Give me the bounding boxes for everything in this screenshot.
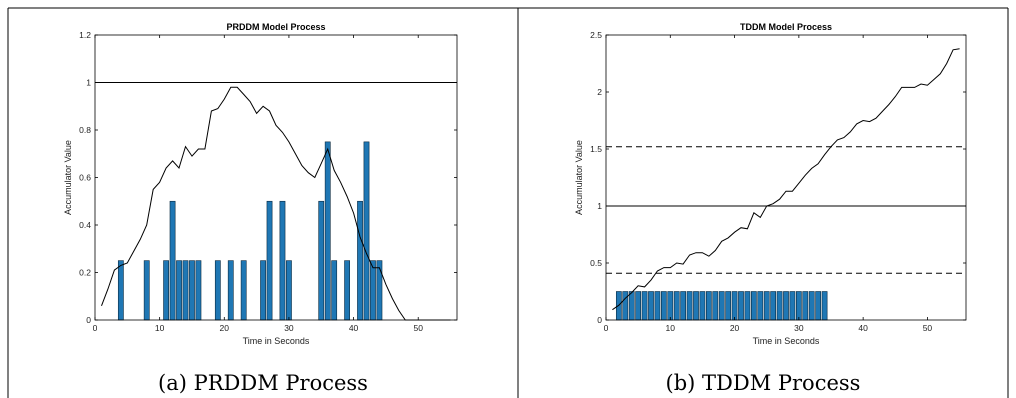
bar-13	[699, 291, 706, 321]
bar-32	[821, 291, 828, 321]
bar-22	[757, 291, 764, 321]
bar-25	[776, 291, 783, 321]
x-tick-label-3: 30	[794, 323, 804, 333]
caption-a: (a) PRDDM Process	[158, 371, 368, 395]
bar-12	[693, 291, 699, 321]
chart-title: PRDDM Model Process	[226, 22, 325, 32]
bar-0	[117, 260, 124, 321]
bar-14	[286, 260, 292, 321]
bar-27	[789, 291, 796, 321]
y-tick-label-2: 1	[597, 201, 602, 211]
bar-23	[763, 291, 770, 321]
y-tick-label-0: 0	[597, 315, 602, 325]
bar-9	[227, 260, 234, 321]
bar-14	[705, 291, 712, 321]
bar-15	[712, 291, 719, 321]
x-tick-label-3: 30	[284, 323, 294, 333]
bar-16	[324, 141, 331, 321]
bar-9	[673, 291, 680, 321]
bar-1	[622, 291, 629, 321]
bar-16	[718, 291, 725, 321]
x-tick-label-5: 50	[923, 323, 933, 333]
bar-21	[370, 260, 376, 321]
x-tick-label-5: 50	[413, 323, 423, 333]
y-tick-label-5: 2.5	[590, 30, 602, 40]
y-tick-label-1: 0.2	[79, 268, 91, 278]
bar-26	[783, 291, 789, 321]
bar-4	[176, 260, 182, 321]
chart-title: TDDM Model Process	[740, 22, 832, 32]
bar-20	[363, 141, 370, 321]
bar-19	[738, 291, 744, 321]
bar-4	[641, 291, 648, 321]
axes-box	[605, 34, 967, 321]
x-tick-label-0: 0	[93, 323, 98, 333]
y-axis-label: Accumulator Value	[63, 140, 73, 215]
bar-18	[344, 260, 350, 321]
bar-21	[750, 291, 757, 321]
x-tick-label-0: 0	[604, 323, 609, 333]
y-tick-label-3: 0.6	[79, 173, 91, 183]
bar-7	[195, 260, 202, 321]
y-tick-label-6: 1.2	[79, 30, 91, 40]
y-tick-label-4: 0.8	[79, 125, 91, 135]
bar-28	[795, 291, 802, 321]
y-tick-label-4: 2	[597, 87, 602, 97]
x-tick-label-2: 20	[220, 323, 230, 333]
accumulator-line	[612, 48, 960, 311]
x-tick-label-2: 20	[730, 323, 740, 333]
bar-12	[266, 200, 273, 321]
bar-15	[318, 200, 325, 321]
y-tick-label-5: 1	[86, 78, 91, 88]
bar-11	[260, 260, 266, 321]
x-axis-label: Time in Seconds	[753, 336, 820, 346]
bar-8	[667, 291, 674, 321]
y-tick-label-2: 0.4	[79, 220, 91, 230]
bar-3	[635, 291, 642, 321]
bar-2	[163, 260, 169, 321]
bar-24	[770, 291, 777, 321]
x-tick-label-4: 40	[349, 323, 359, 333]
bar-3	[169, 200, 176, 321]
bar-6	[189, 260, 195, 321]
accumulator-line	[101, 86, 451, 321]
bar-5	[182, 260, 189, 321]
bar-5	[648, 291, 654, 321]
x-tick-label-4: 40	[858, 323, 868, 333]
bar-17	[725, 291, 732, 321]
bar-1	[143, 260, 150, 321]
bar-8	[214, 260, 221, 321]
bar-6	[654, 291, 661, 321]
y-tick-label-3: 1.5	[590, 144, 602, 154]
bar-31	[815, 291, 822, 321]
bar-30	[808, 291, 815, 321]
bar-18	[731, 291, 738, 321]
y-tick-label-0: 0	[86, 315, 91, 325]
bar-7	[660, 291, 667, 321]
bar-10	[680, 291, 687, 321]
caption-b: (b) TDDM Process	[666, 371, 861, 395]
bar-11	[686, 291, 693, 321]
bar-20	[744, 291, 751, 321]
bar-17	[331, 260, 338, 321]
y-axis-label: Accumulator Value	[574, 140, 584, 215]
bar-13	[279, 200, 286, 321]
bar-10	[240, 260, 247, 321]
bar-22	[376, 260, 383, 321]
y-tick-label-1: 0.5	[590, 258, 602, 268]
x-axis-label: Time in Seconds	[243, 336, 310, 346]
bar-19	[357, 200, 363, 321]
x-tick-label-1: 10	[155, 323, 165, 333]
bar-2	[628, 291, 635, 321]
tddm-chart: 0 10 20 30 40 50 0 0.5 1 1.5 2 2.5 TDDM Model Proces…	[574, 22, 967, 346]
bar-29	[802, 291, 809, 321]
x-tick-label-1: 10	[666, 323, 676, 333]
prddm-chart: 0 10 20 30 40 50 0 0.2 0.4 0.6 0.8 1 1.2 PRDDM Model …	[63, 22, 458, 346]
